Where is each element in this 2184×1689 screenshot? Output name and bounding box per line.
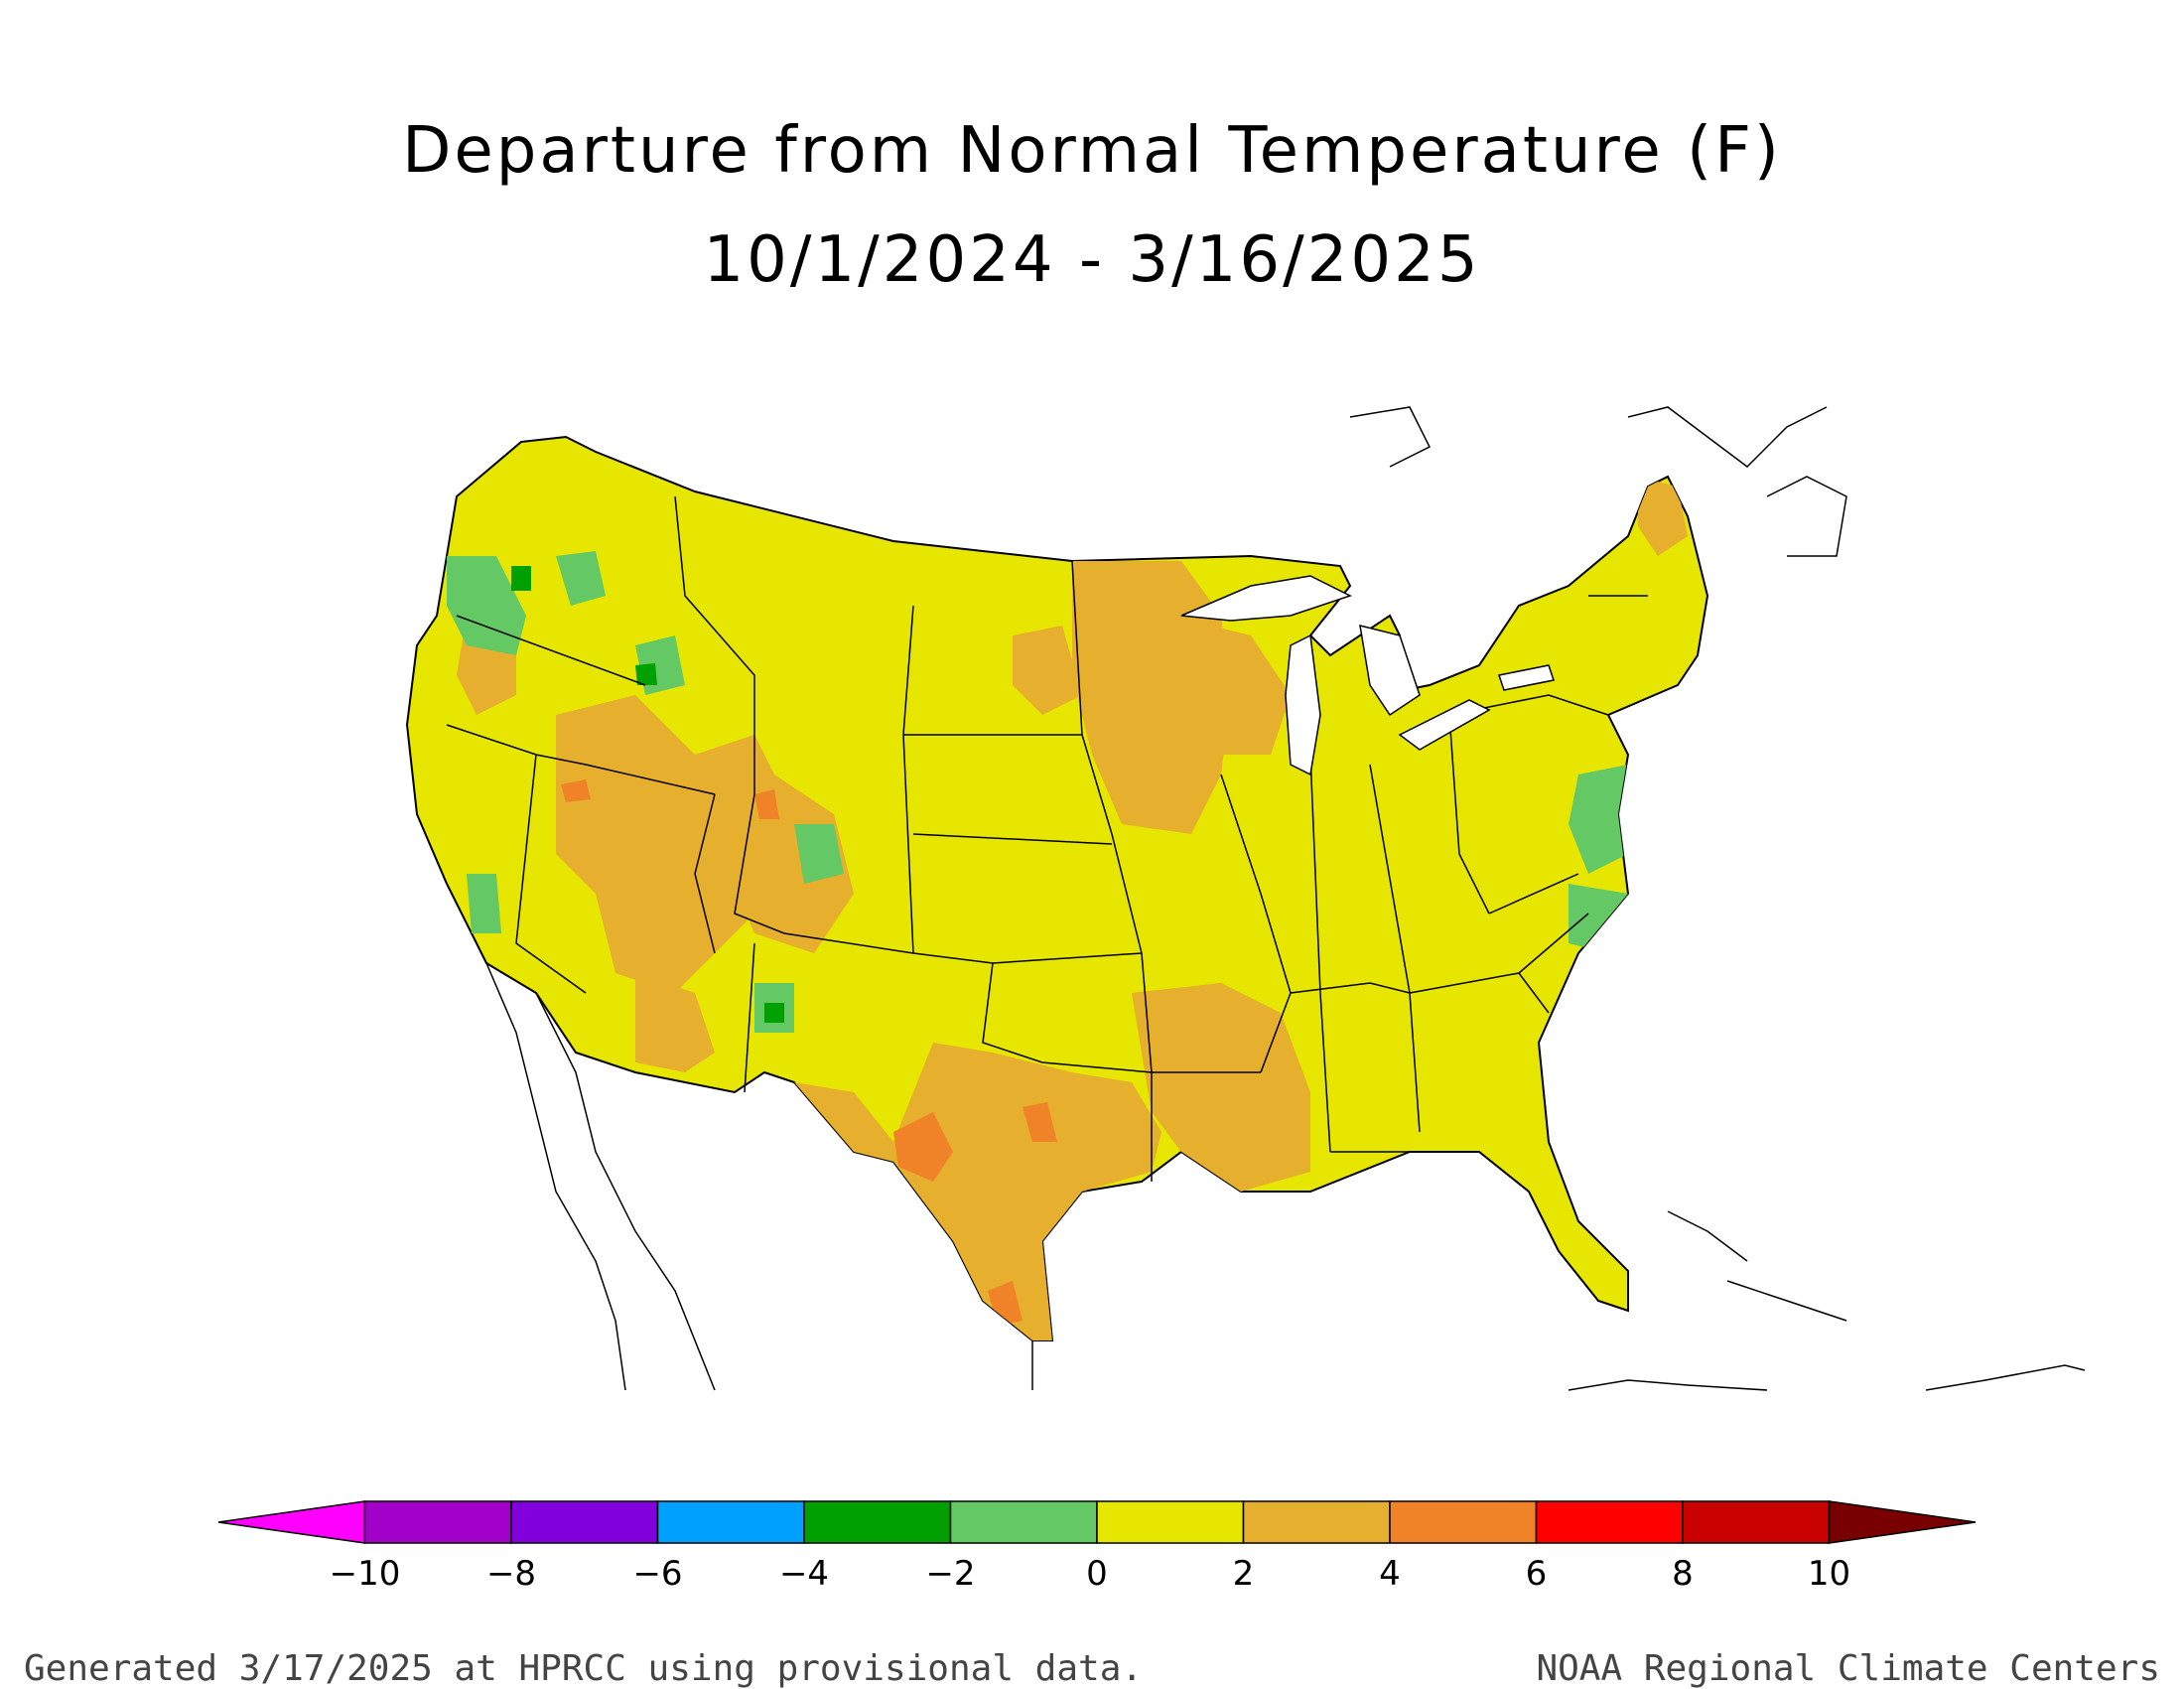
great-lakes <box>1180 575 1555 776</box>
map-date-range: 10/1/2024 - 3/16/2025 <box>703 223 1481 297</box>
anomaly-patch-utah <box>695 774 854 953</box>
anomaly-patch-northern-maine <box>1638 477 1688 556</box>
anomaly-patch-great-basin <box>556 695 794 993</box>
colorbar-arrow-high <box>1828 1500 1977 1544</box>
anomaly-patch-north-dakota <box>1013 626 1082 715</box>
colorbar-label: 8 <box>1672 1554 1694 1594</box>
colorbar-label: −4 <box>779 1554 829 1594</box>
colorbar-label: −2 <box>925 1554 975 1594</box>
colorbar-label: −10 <box>330 1554 401 1594</box>
neighbor-coastlines <box>485 406 2086 1391</box>
anomaly-patch-oregon-spot <box>511 566 531 591</box>
colorbar-label: −8 <box>486 1554 536 1594</box>
colorbar-label: 6 <box>1526 1554 1548 1594</box>
colorbar-swatch <box>1096 1500 1245 1544</box>
anomaly-patch-west-texas <box>1023 1102 1057 1142</box>
colorbar-swatch <box>1389 1500 1538 1544</box>
anomaly-patch-idaho <box>556 551 606 606</box>
anomaly-patch-wisconsin <box>1171 616 1291 755</box>
colorbar-swatch <box>949 1500 1098 1544</box>
colorbar: −10 −8 −6 −4 −2 0 2 4 6 8 10 <box>217 1500 1977 1594</box>
source-credit: NOAA Regional Climate Centers <box>1536 1648 2160 1689</box>
colorbar-swatch <box>803 1500 952 1544</box>
colorbar-label: −6 <box>632 1554 682 1594</box>
colorbar-label: 2 <box>1233 1554 1255 1594</box>
anomaly-patch-nm-spot <box>764 1003 784 1023</box>
anomaly-patch-southwest <box>635 973 715 1072</box>
colorbar-swatch <box>656 1500 805 1544</box>
colorbar-swatch <box>1535 1500 1684 1544</box>
colorbar-label: 0 <box>1086 1554 1108 1594</box>
colorbar-swatch <box>1682 1500 1831 1544</box>
lake-huron <box>1359 624 1421 717</box>
colorbar-label: 10 <box>1808 1554 1850 1594</box>
colorbar-arrow-low <box>217 1500 366 1544</box>
generated-note: Generated 3/17/2025 at HPRCC using provi… <box>24 1648 1144 1689</box>
anomaly-patch-nevada <box>561 779 591 802</box>
anomaly-patch-colorado-rockies <box>794 824 844 884</box>
colorbar-swatch <box>363 1500 512 1544</box>
anomaly-shading <box>447 477 1688 1340</box>
anomaly-patch-lower-mississippi <box>1132 983 1310 1192</box>
anomaly-patch-texas <box>794 1043 1161 1340</box>
anomaly-patch-carolinas <box>1569 884 1628 953</box>
colorbar-label: 4 <box>1379 1554 1401 1594</box>
anomaly-patch-mid-atlantic <box>1569 765 1628 874</box>
anomaly-patch-colorado <box>754 789 779 819</box>
colorbar-swatch <box>510 1500 659 1544</box>
map-title: Departure from Normal Temperature (F) <box>402 114 1782 188</box>
lake-superior <box>1180 575 1352 622</box>
anomaly-patch-central-texas <box>893 1112 953 1182</box>
lake-michigan <box>1285 633 1321 776</box>
anomaly-patch-california-coast <box>467 874 501 933</box>
lake-erie <box>1398 699 1491 751</box>
anomaly-patch-idaho-spot <box>635 663 657 685</box>
lake-ontario <box>1498 664 1555 691</box>
colorbar-swatch <box>1242 1500 1391 1544</box>
anomaly-patch-washington-coast <box>447 556 526 655</box>
